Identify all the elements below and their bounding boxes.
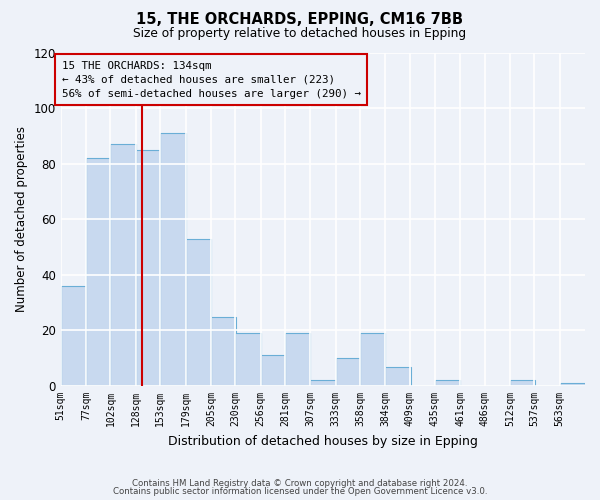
Bar — [185, 238, 211, 386]
Bar — [435, 380, 460, 386]
Bar — [510, 380, 535, 386]
Bar — [160, 133, 185, 386]
Text: 15 THE ORCHARDS: 134sqm
← 43% of detached houses are smaller (223)
56% of semi-d: 15 THE ORCHARDS: 134sqm ← 43% of detache… — [62, 61, 361, 99]
Y-axis label: Number of detached properties: Number of detached properties — [15, 126, 28, 312]
Bar — [335, 358, 361, 386]
Bar — [385, 366, 410, 386]
Bar — [235, 333, 260, 386]
Bar — [136, 150, 161, 386]
Text: Contains HM Land Registry data © Crown copyright and database right 2024.: Contains HM Land Registry data © Crown c… — [132, 478, 468, 488]
X-axis label: Distribution of detached houses by size in Epping: Distribution of detached houses by size … — [168, 434, 478, 448]
Bar — [560, 384, 585, 386]
Text: 15, THE ORCHARDS, EPPING, CM16 7BB: 15, THE ORCHARDS, EPPING, CM16 7BB — [137, 12, 464, 28]
Bar — [211, 316, 236, 386]
Bar — [61, 286, 86, 386]
Bar — [285, 333, 310, 386]
Text: Size of property relative to detached houses in Epping: Size of property relative to detached ho… — [133, 28, 467, 40]
Bar — [110, 144, 136, 386]
Text: Contains public sector information licensed under the Open Government Licence v3: Contains public sector information licen… — [113, 487, 487, 496]
Bar — [86, 158, 112, 386]
Bar — [310, 380, 335, 386]
Bar — [260, 356, 286, 386]
Bar — [360, 333, 385, 386]
